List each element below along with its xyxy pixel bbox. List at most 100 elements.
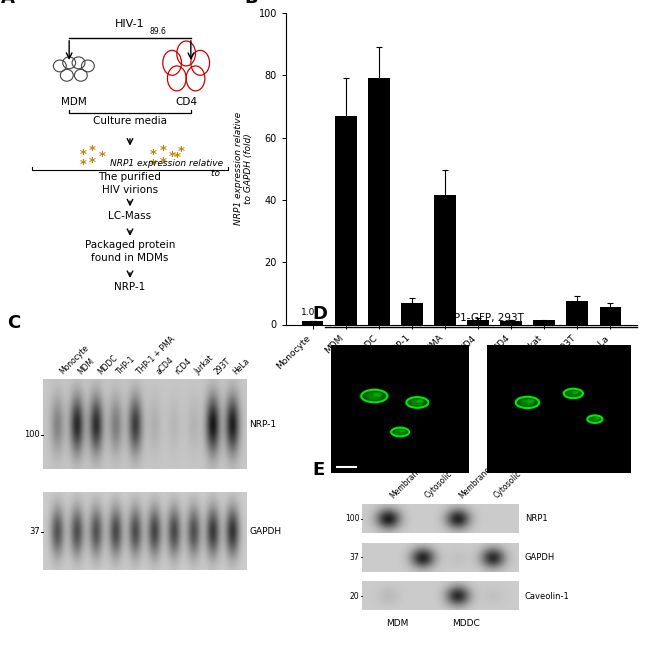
Text: *: * <box>80 158 86 171</box>
Ellipse shape <box>393 429 407 435</box>
Text: NRP-1: NRP-1 <box>114 282 146 293</box>
Text: 37: 37 <box>29 527 40 536</box>
Ellipse shape <box>563 388 584 398</box>
Ellipse shape <box>521 400 533 405</box>
Text: 100: 100 <box>24 430 40 439</box>
Ellipse shape <box>594 417 599 419</box>
Ellipse shape <box>391 427 410 437</box>
Text: NRP-1: NRP-1 <box>249 419 276 428</box>
Bar <box>534 321 555 324</box>
Bar <box>332 345 469 473</box>
Ellipse shape <box>367 393 382 400</box>
Text: Monocyte: Monocyte <box>57 344 90 376</box>
Ellipse shape <box>392 428 408 436</box>
Ellipse shape <box>390 427 410 437</box>
Text: HIV-1: HIV-1 <box>115 19 145 29</box>
Ellipse shape <box>391 428 410 437</box>
Text: B: B <box>244 0 257 6</box>
Text: Jurkat: Jurkat <box>193 354 215 376</box>
Ellipse shape <box>591 417 599 421</box>
Ellipse shape <box>586 415 603 423</box>
Ellipse shape <box>373 392 382 397</box>
Bar <box>500 321 522 324</box>
Ellipse shape <box>365 391 384 401</box>
Text: *: * <box>174 151 180 164</box>
Text: MDM: MDM <box>61 97 86 107</box>
Text: HeLa: HeLa <box>231 356 252 376</box>
Ellipse shape <box>405 397 430 409</box>
Ellipse shape <box>408 398 427 407</box>
Ellipse shape <box>588 415 602 422</box>
Text: *: * <box>150 148 157 161</box>
Text: NRP1-GFP, 293T: NRP1-GFP, 293T <box>439 313 523 323</box>
Text: Cytosolic: Cytosolic <box>423 469 454 500</box>
Text: Membrane: Membrane <box>458 465 493 500</box>
Text: found in MDMs: found in MDMs <box>91 254 169 263</box>
Ellipse shape <box>565 389 582 398</box>
Ellipse shape <box>392 428 409 436</box>
Ellipse shape <box>412 400 423 405</box>
Ellipse shape <box>569 391 578 396</box>
Text: *: * <box>89 156 96 169</box>
Ellipse shape <box>567 391 579 397</box>
Text: GAPDH: GAPDH <box>525 553 555 562</box>
Text: THP-1: THP-1 <box>116 354 138 376</box>
Ellipse shape <box>363 391 386 402</box>
Ellipse shape <box>519 398 536 406</box>
Ellipse shape <box>360 389 388 403</box>
Ellipse shape <box>518 398 537 407</box>
Text: Culture media: Culture media <box>93 116 167 126</box>
Ellipse shape <box>564 389 582 398</box>
Text: *: * <box>178 145 185 158</box>
Ellipse shape <box>589 416 601 422</box>
Ellipse shape <box>416 399 424 403</box>
Bar <box>567 301 588 324</box>
Ellipse shape <box>411 399 424 406</box>
Ellipse shape <box>410 399 424 406</box>
Bar <box>488 345 630 473</box>
Text: *: * <box>89 143 96 156</box>
Bar <box>434 195 456 324</box>
Ellipse shape <box>359 389 389 403</box>
Ellipse shape <box>399 430 406 432</box>
Ellipse shape <box>514 396 541 409</box>
Ellipse shape <box>365 391 383 400</box>
Text: C: C <box>7 313 20 332</box>
Ellipse shape <box>406 397 429 408</box>
Bar <box>302 321 324 324</box>
Text: *: * <box>99 150 105 163</box>
Text: MDM: MDM <box>386 619 408 628</box>
Ellipse shape <box>410 398 425 406</box>
Text: D: D <box>313 305 328 323</box>
Text: 37: 37 <box>350 553 359 562</box>
Ellipse shape <box>591 417 599 421</box>
Ellipse shape <box>368 393 381 399</box>
Ellipse shape <box>407 397 428 408</box>
Text: *: * <box>80 148 86 161</box>
Bar <box>368 79 389 324</box>
Ellipse shape <box>395 430 405 434</box>
Bar <box>401 302 423 324</box>
Ellipse shape <box>587 415 603 423</box>
Ellipse shape <box>573 391 579 394</box>
Ellipse shape <box>587 415 603 423</box>
Ellipse shape <box>562 388 584 399</box>
Text: *: * <box>169 150 176 163</box>
Ellipse shape <box>393 428 408 435</box>
Text: CD4: CD4 <box>175 97 197 107</box>
Ellipse shape <box>519 398 536 407</box>
Text: Caveolin-1: Caveolin-1 <box>525 591 569 600</box>
Ellipse shape <box>588 416 601 422</box>
Text: LC-Mass: LC-Mass <box>109 211 151 221</box>
Ellipse shape <box>363 391 385 401</box>
Text: *: * <box>150 158 157 171</box>
Text: *: * <box>159 156 166 169</box>
Text: The purified: The purified <box>99 172 161 182</box>
Text: 293T: 293T <box>213 356 232 376</box>
Ellipse shape <box>521 399 534 406</box>
Text: NRP1 expression relative
to: NRP1 expression relative to <box>110 159 223 178</box>
Text: Cytosolic: Cytosolic <box>493 469 523 500</box>
Ellipse shape <box>566 389 581 397</box>
Ellipse shape <box>589 416 601 422</box>
Ellipse shape <box>564 389 583 398</box>
